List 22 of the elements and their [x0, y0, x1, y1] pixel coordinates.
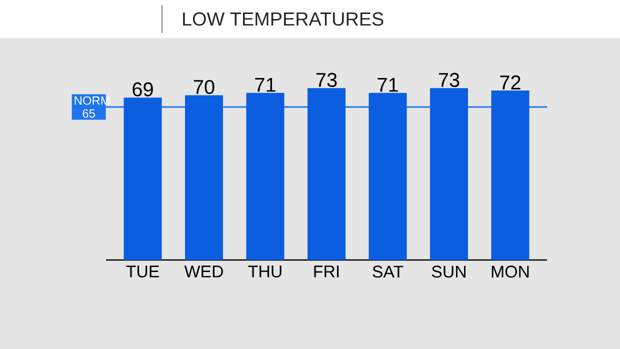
data-label: 69	[132, 82, 153, 96]
x-tick-label: SUN	[432, 266, 466, 278]
x-tick-label: TUE	[126, 266, 159, 278]
x-tick-label: FRI	[314, 266, 339, 278]
data-label: 71	[255, 78, 276, 92]
data-label: 70	[194, 80, 214, 94]
bar	[368, 92, 407, 260]
x-tick-label: THU	[248, 266, 282, 278]
x-tick-label: MON	[492, 266, 529, 278]
x-tick-label: SAT	[372, 266, 404, 278]
data-label: 72	[500, 75, 520, 90]
data-label: 73	[316, 72, 337, 87]
chart-title: LOW TEMPERATURES	[183, 12, 384, 26]
bar	[124, 98, 162, 260]
x-tick-label: WED	[184, 266, 223, 278]
data-label: 73	[438, 72, 460, 87]
data-label: 71	[378, 78, 398, 92]
bar	[246, 92, 284, 260]
bar	[430, 88, 468, 260]
bar	[185, 95, 224, 260]
bar	[491, 90, 530, 260]
bar	[308, 88, 346, 260]
